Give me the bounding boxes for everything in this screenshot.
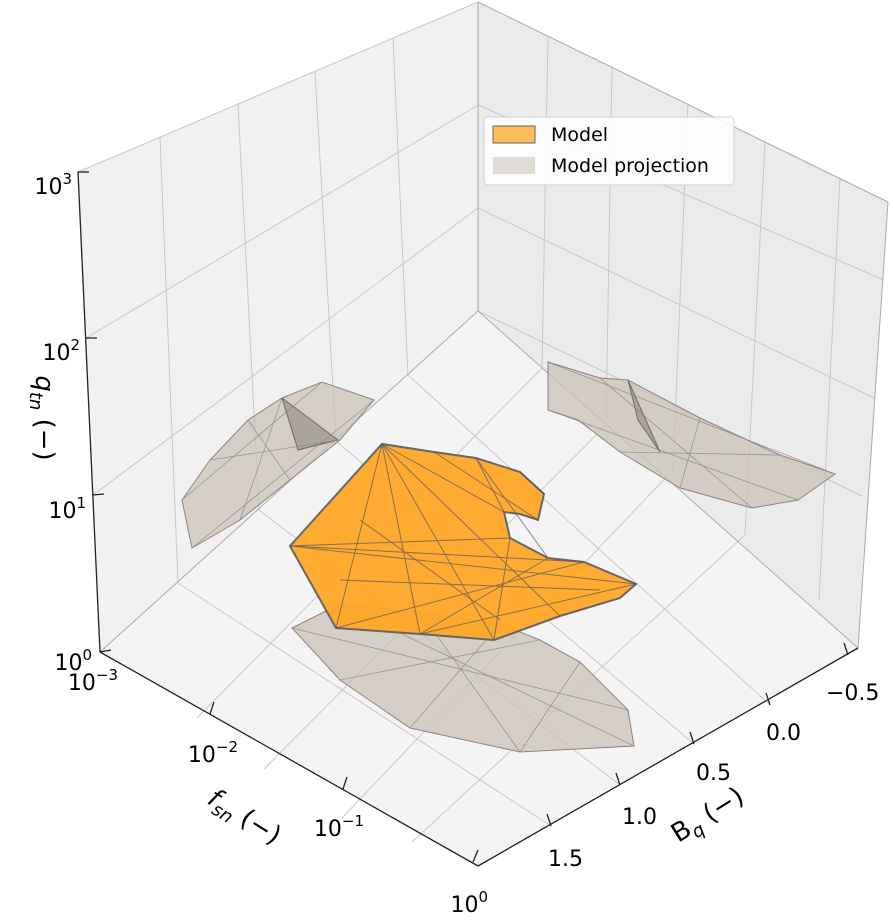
z-axis-line bbox=[77, 171, 101, 653]
legend-label-model: Model bbox=[551, 124, 608, 146]
x-tick-label: 0.0 bbox=[766, 721, 801, 746]
y-tick-label: 10−2 bbox=[188, 738, 238, 768]
z-tick-label: 101 bbox=[48, 494, 86, 524]
model-surface bbox=[288, 442, 638, 642]
x-tick-labels: −0.5 0.0 0.5 1.0 1.5 bbox=[548, 681, 879, 872]
y-axis-line bbox=[99, 651, 479, 867]
x-axis-title: Bq (−) bbox=[666, 781, 752, 852]
grid-lines bbox=[77, 1, 885, 843]
projection-floor bbox=[291, 603, 635, 753]
axis-lines bbox=[77, 171, 859, 867]
y-tick-label: 100 bbox=[450, 888, 488, 918]
svg-text:fsn (−): fsn (−) bbox=[200, 783, 286, 854]
z-tick-label: 100 bbox=[54, 646, 92, 676]
legend-swatch-projection bbox=[493, 157, 535, 174]
projection-left-wall bbox=[181, 381, 375, 549]
z-tick-label: 103 bbox=[34, 170, 72, 200]
legend-label-projection: Model projection bbox=[551, 155, 709, 177]
svg-text:Bq (−): Bq (−) bbox=[666, 781, 752, 852]
x-axis-line bbox=[477, 647, 859, 867]
tick-marks bbox=[78, 171, 849, 863]
z-tick-label: 102 bbox=[42, 336, 80, 366]
svg-text:qtn (−): qtn (−) bbox=[25, 375, 59, 460]
y-tick-label: 10−1 bbox=[314, 812, 364, 842]
x-tick-label: 1.5 bbox=[548, 847, 583, 872]
x-tick-label: −0.5 bbox=[826, 681, 879, 706]
legend-box bbox=[483, 116, 735, 186]
y-axis-title: fsn (−) bbox=[200, 783, 286, 854]
projection-right-wall bbox=[547, 361, 837, 509]
y-tick-labels: 10−3 10−2 10−1 100 bbox=[68, 666, 488, 918]
z-tick-labels: 103 102 101 100 bbox=[34, 170, 92, 676]
z-axis-title: qtn (−) bbox=[25, 375, 59, 460]
legend-swatch-model bbox=[492, 125, 536, 144]
x-tick-label: 0.5 bbox=[696, 761, 731, 786]
legend: Model Model projection bbox=[483, 116, 735, 186]
x-tick-label: 1.0 bbox=[622, 805, 657, 830]
y-tick-label: 10−3 bbox=[68, 666, 118, 696]
